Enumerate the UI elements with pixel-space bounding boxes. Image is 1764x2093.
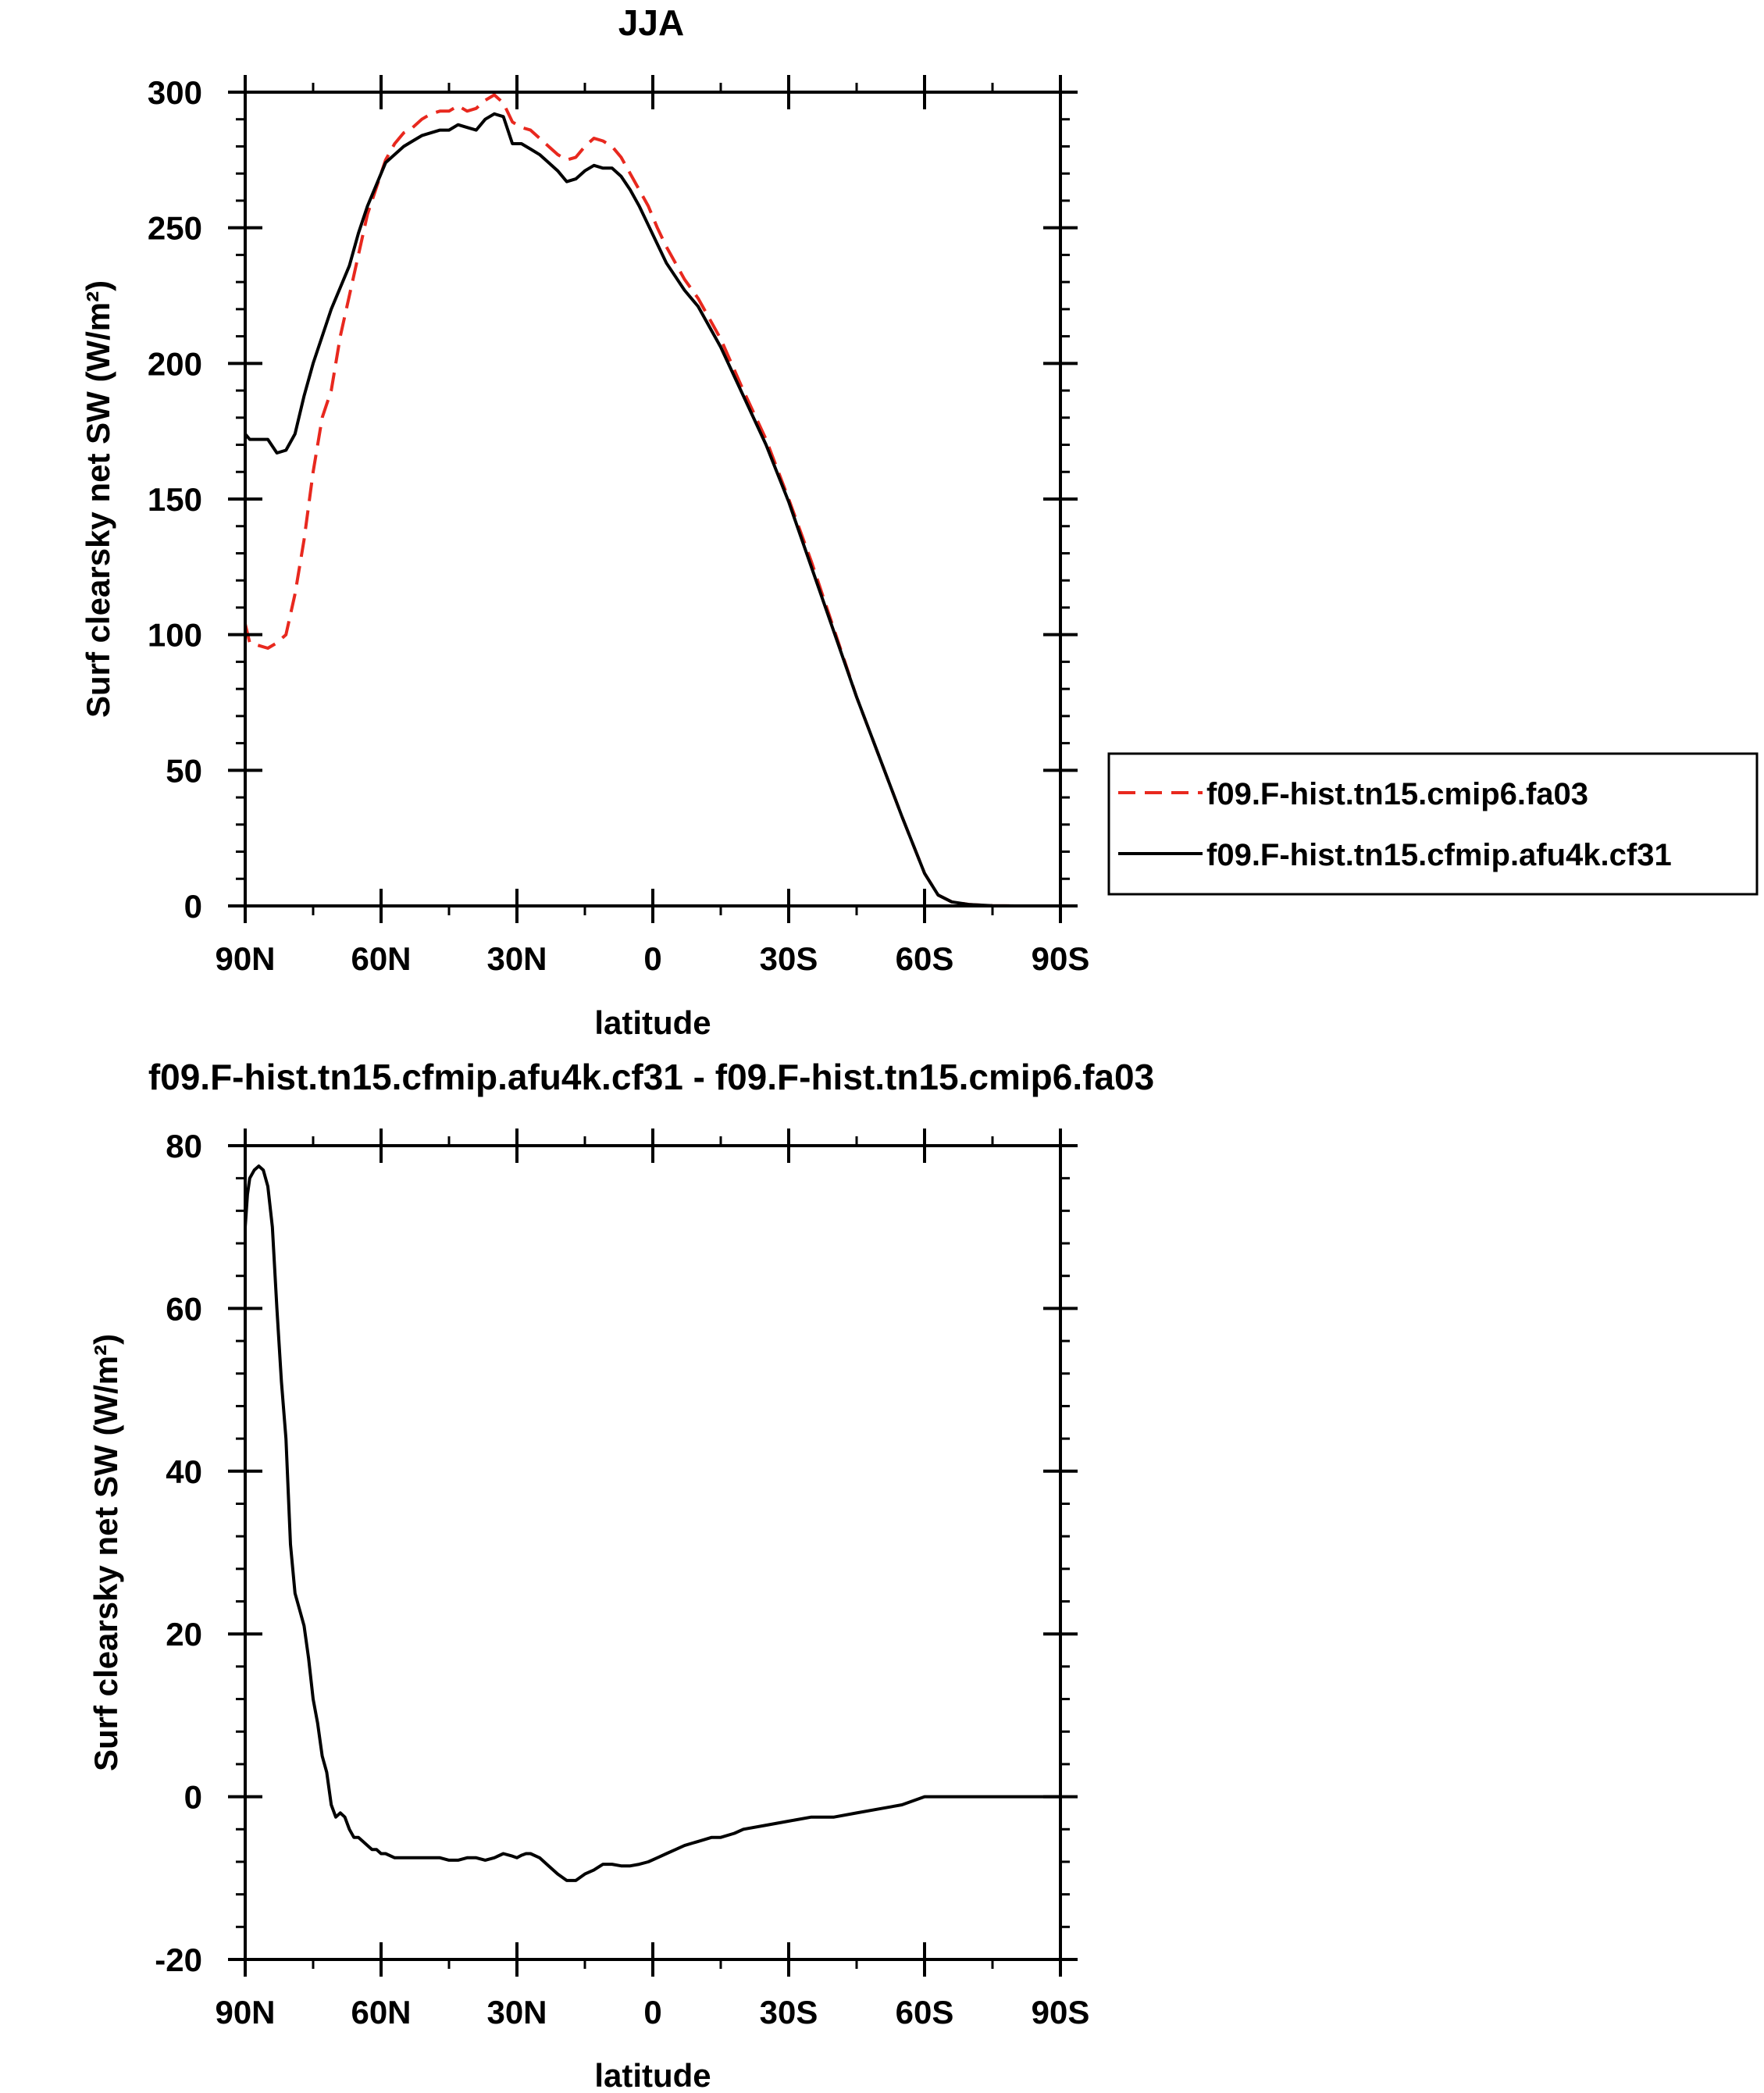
y-tick-label: 80 [166, 1128, 202, 1164]
x-tick-label: 60N [351, 1994, 411, 2031]
x-tick-label: 90S [1032, 1994, 1090, 2031]
y-tick-label: 20 [166, 1616, 202, 1653]
y-tick-label: -20 [155, 1941, 202, 1978]
x-axis-label: latitude [594, 1004, 711, 1041]
legend-box [1107, 752, 1759, 896]
x-tick-label: 30S [760, 1994, 818, 2031]
x-tick-label: 60S [896, 940, 954, 977]
chart-title: f09.F-hist.tn15.cfmip.afu4k.cf31 - f09.F… [148, 1057, 1154, 1097]
legend-label-fa03: f09.F-hist.tn15.cmip6.fa03 [1206, 777, 1588, 811]
x-tick-label: 60S [896, 1994, 954, 2031]
series-lines [244, 93, 1060, 907]
series-lines [244, 1164, 1060, 1882]
y-tick-label: 300 [148, 74, 202, 111]
x-tick-label: 90S [1032, 940, 1090, 977]
y-tick-label: 50 [166, 752, 202, 789]
top-panel: JJA 90N 60N 30N 0 30S 60S 90S 0 50 100 150 200 250 30… [80, 2, 1759, 1041]
x-tick-label: 30N [486, 940, 547, 977]
chart-title: JJA [618, 2, 684, 43]
series-line-0 [244, 1164, 1060, 1882]
x-tick-label: 90N [215, 1994, 275, 2031]
y-axis-label: Surf clearsky net SW (W/m²) [87, 1334, 124, 1771]
series-line-1 [244, 112, 1060, 907]
x-tick-label: 90N [215, 940, 275, 977]
axis-ticks: 90N 60N 30N 0 30S 60S 90S -20 0 20 40 60 80 [155, 1128, 1089, 2031]
plot-frame [244, 1144, 1062, 1961]
series-line-0 [244, 93, 1060, 907]
bottom-panel: f09.F-hist.tn15.cfmip.afu4k.cf31 - f09.F… [87, 1057, 1154, 2093]
y-tick-label: 60 [166, 1290, 202, 1327]
y-tick-label: 200 [148, 345, 202, 382]
y-tick-label: 250 [148, 210, 202, 247]
y-tick-label: 100 [148, 617, 202, 654]
x-tick-label: 30S [760, 940, 818, 977]
y-tick-label: 0 [184, 1779, 202, 1816]
x-axis-label: latitude [594, 2057, 711, 2093]
x-tick-label: 0 [643, 1994, 661, 2031]
x-tick-label: 0 [643, 940, 661, 977]
axis-ticks: 90N 60N 30N 0 30S 60S 90S 0 50 100 150 200 250 300 [148, 74, 1089, 977]
legend: f09.F-hist.tn15.cmip6.fa03 f09.F-hist.tn… [1107, 752, 1759, 896]
y-tick-label: 0 [184, 888, 202, 925]
y-tick-label: 150 [148, 481, 202, 518]
x-tick-label: 60N [351, 940, 411, 977]
y-axis-label: Surf clearsky net SW (W/m²) [80, 280, 116, 718]
y-tick-label: 40 [166, 1453, 202, 1490]
legend-label-cf31: f09.F-hist.tn15.cfmip.afu4k.cf31 [1206, 838, 1672, 872]
x-tick-label: 30N [486, 1994, 547, 2031]
